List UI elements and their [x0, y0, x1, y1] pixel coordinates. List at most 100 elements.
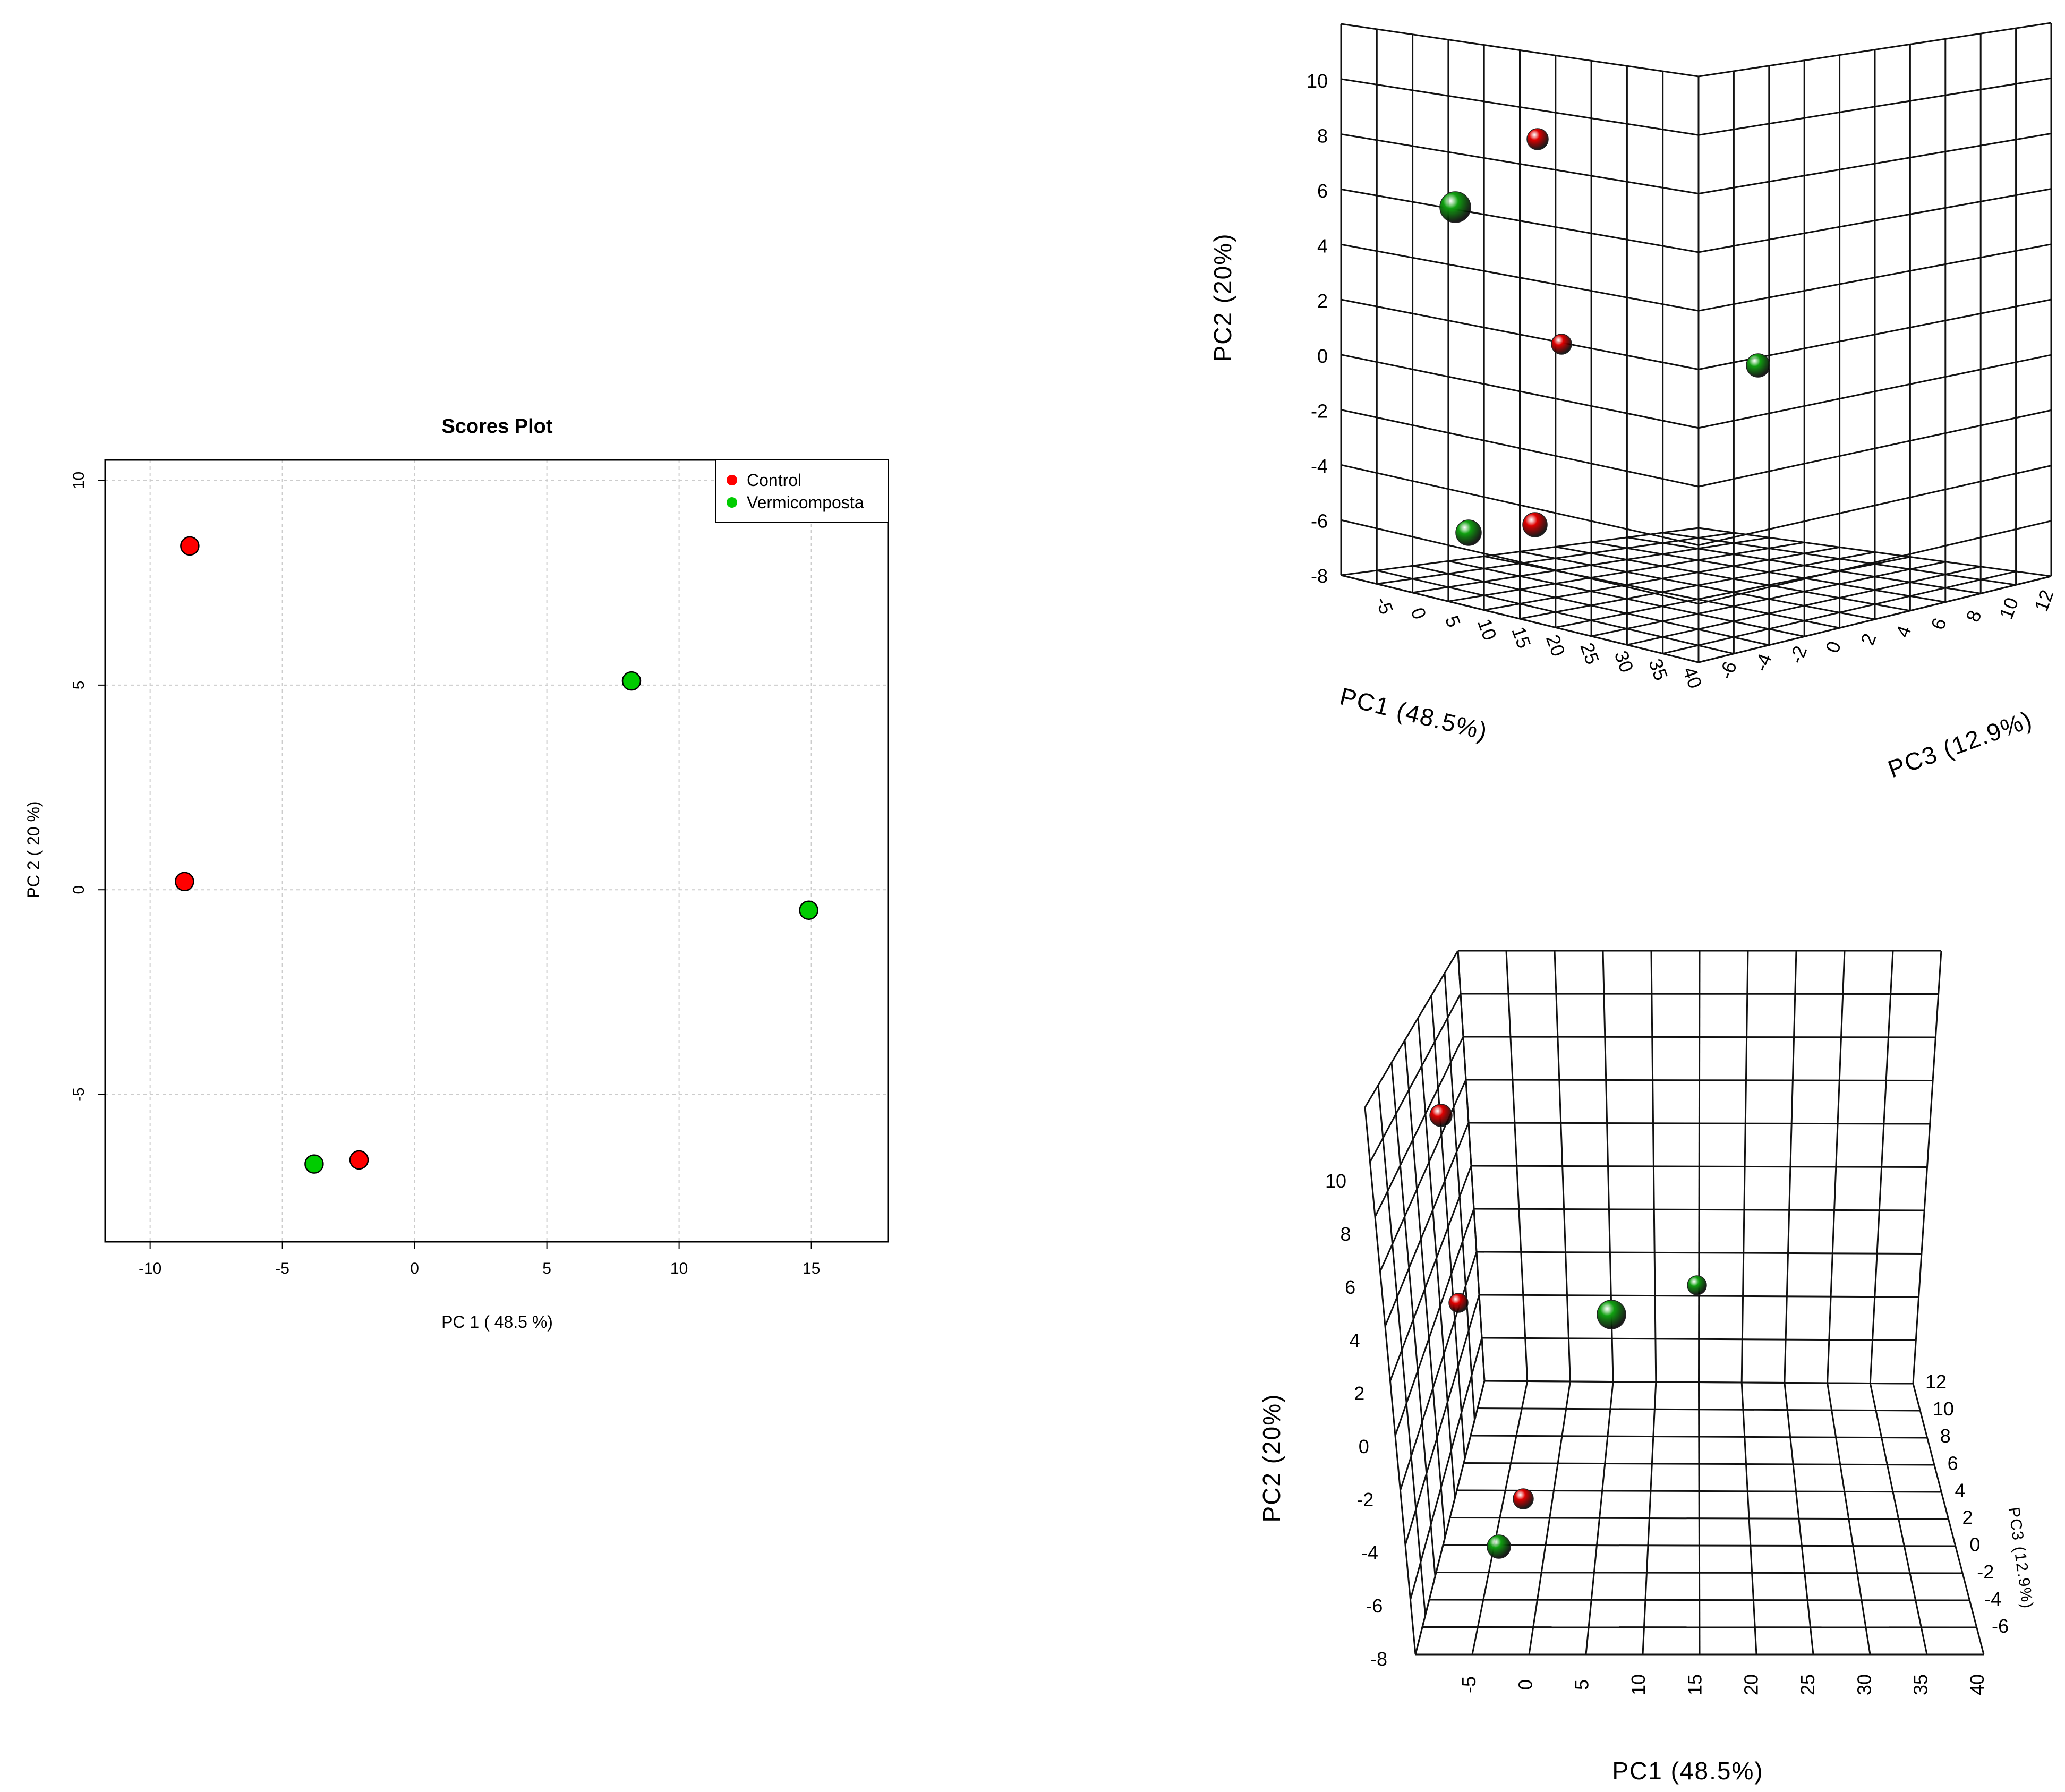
tick-label: 20	[1542, 632, 1569, 659]
tick-label: 0	[1407, 604, 1431, 622]
tick-label: -8	[1370, 1648, 1387, 1670]
data-point-control	[349, 1150, 369, 1170]
data-point-control	[1429, 1104, 1453, 1127]
wall-grid-line	[1364, 950, 1459, 1108]
floor-grid-line	[1627, 536, 1981, 594]
tick-label: -2	[1311, 400, 1328, 422]
scores-plot-x-label: PC 1 ( 48.5 %)	[441, 1312, 553, 1332]
tick-label: 6	[1317, 180, 1328, 202]
wall-grid-line	[1698, 77, 2052, 136]
tick-label: -4	[1750, 651, 1776, 674]
scores-plot-title: Scores Plot	[441, 415, 552, 438]
legend-marker-control	[727, 475, 737, 485]
tick-label: 10	[1473, 616, 1501, 643]
tick-label: -8	[1311, 565, 1328, 587]
tick-label: 0	[1969, 1534, 1980, 1556]
wall-grid-line	[1473, 1208, 1925, 1211]
x-tick-label: 10	[670, 1260, 688, 1277]
tick-label: 5	[1571, 1679, 1593, 1690]
tick-label: -2	[1785, 643, 1811, 667]
scores-plot-3d-bottom-x-label: PC1 (48.5%)	[1612, 1757, 1763, 1785]
y-tick-label: 5	[70, 681, 88, 690]
tick-label: 10	[1933, 1398, 1954, 1420]
tick-label: 25	[1797, 1674, 1819, 1695]
wall-grid-line	[1698, 243, 2052, 312]
wall-grid-line	[1389, 1165, 1472, 1381]
data-point-vermicomposta	[1746, 353, 1770, 378]
wall-grid-line	[1481, 1337, 1916, 1341]
tick-label: 2	[1962, 1507, 1973, 1529]
tick-label: -4	[1984, 1588, 2001, 1610]
legend-label-vermicomposta: Vermicomposta	[747, 493, 864, 512]
tick-label: 0	[1821, 638, 1845, 656]
tick-label: 6	[1926, 615, 1950, 633]
data-point-vermicomposta	[304, 1154, 324, 1174]
scores-plot-3d-bottom-pc3-ticks: -6 -4 -2 0 2 4 6 8 10 12	[1925, 1371, 2009, 1637]
x-tick-label: 0	[410, 1260, 419, 1277]
tick-label: 20	[1740, 1674, 1762, 1695]
x-tick-label: 15	[803, 1260, 820, 1277]
wall-grid-line	[1698, 132, 2052, 195]
floor-grid-line	[1662, 532, 2016, 586]
tick-label: -5	[1371, 594, 1397, 617]
floor-grid-line	[1520, 551, 1875, 620]
tick-label: 6	[1948, 1452, 1958, 1474]
wall-grid-line	[1468, 1122, 1930, 1125]
wall-grid-line	[1698, 409, 2052, 488]
tick-label: -2	[1977, 1561, 1994, 1583]
tick-label: 10	[1307, 70, 1328, 92]
legend-label-control: Control	[747, 471, 801, 490]
tick-label: 10	[1995, 594, 2023, 622]
tick-label: 15	[1684, 1674, 1705, 1695]
y-tick-label: 10	[70, 472, 88, 489]
wall-grid-line	[1384, 1122, 1470, 1327]
tick-label: 0	[1317, 345, 1328, 367]
tick-label: -6	[1715, 659, 1741, 682]
tick-label: 2	[1856, 630, 1880, 648]
data-point-vermicomposta	[1455, 519, 1482, 546]
data-point-control	[1522, 512, 1548, 537]
wall-grid-line	[1479, 1294, 1919, 1298]
wall-grid-line	[1341, 23, 1699, 78]
data-point-vermicomposta	[621, 671, 642, 691]
floor-grid-line	[1477, 1407, 1921, 1412]
tick-label: 40	[1679, 664, 1706, 692]
tick-label: 10	[1627, 1674, 1649, 1695]
tick-label: -2	[1356, 1489, 1373, 1511]
scores-plot-3d-bottom-pc1-ticks: -5 0 5 10 15 20 25 30 35 40	[1458, 1674, 1988, 1695]
data-point-control	[1513, 1488, 1534, 1509]
tick-label: 35	[1644, 656, 1672, 684]
scores-plot-3d-bottom-pc2-ticks: -8 -6 -4 -2 0 2 4 6 8 10	[1325, 1170, 1387, 1670]
floor-grid-line	[1436, 1572, 1963, 1574]
tick-label: 0	[1359, 1436, 1369, 1457]
floor-grid-line	[1341, 574, 1699, 663]
x-tick-label: -10	[139, 1260, 161, 1277]
legend: Control Vermicomposta	[715, 459, 889, 523]
scores-plot-x-ticks: -10 -5 0 5 10 15	[139, 1242, 820, 1277]
tick-label: 10	[1325, 1170, 1346, 1192]
floor-grid-line	[1484, 1380, 1914, 1385]
wall-grid-line	[1698, 520, 2052, 605]
floor-grid-line	[1422, 1626, 1977, 1628]
tick-label: 4	[1955, 1479, 1966, 1501]
legend-marker-vermicomposta	[727, 497, 737, 508]
tick-label: 4	[1891, 623, 1915, 641]
floor-grid-line	[1412, 565, 1770, 646]
tick-label: -5	[1458, 1676, 1480, 1693]
wall-grid-line	[1476, 1251, 1922, 1255]
scores-plot-2d: Scores Plot -10 -5 0 5 10 15 -5 0 5 10 PC 1 ( 48…	[24, 415, 889, 1332]
wall-grid-line	[1465, 1079, 1933, 1081]
tick-label: 4	[1350, 1329, 1360, 1351]
scores-plot-frame	[104, 459, 889, 1243]
tick-label: -4	[1311, 455, 1328, 477]
scores-plot-gridlines	[105, 460, 888, 1242]
wall-grid-line	[1698, 465, 2052, 546]
tick-label: -6	[1366, 1595, 1383, 1617]
tick-label: 2	[1354, 1383, 1364, 1404]
tick-label: 30	[1610, 648, 1638, 676]
wall-grid-line	[1369, 993, 1462, 1163]
scores-plot-y-ticks: -5 0 5 10	[70, 472, 105, 1102]
wall-grid-line	[1341, 298, 1699, 370]
tick-label: 8	[1317, 125, 1328, 147]
